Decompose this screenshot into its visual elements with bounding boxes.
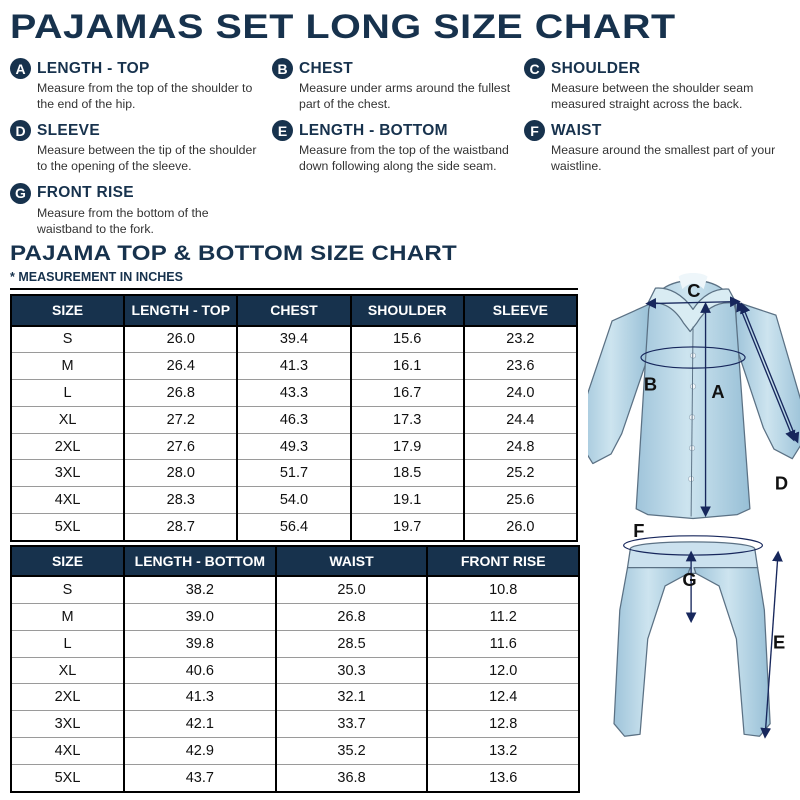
svg-text:E: E <box>773 631 785 652</box>
svg-text:F: F <box>633 520 644 541</box>
svg-text:G: G <box>682 569 696 590</box>
svg-text:A: A <box>711 381 724 402</box>
svg-text:C: C <box>687 280 700 301</box>
svg-text:D: D <box>775 472 788 493</box>
svg-text:B: B <box>644 373 657 394</box>
